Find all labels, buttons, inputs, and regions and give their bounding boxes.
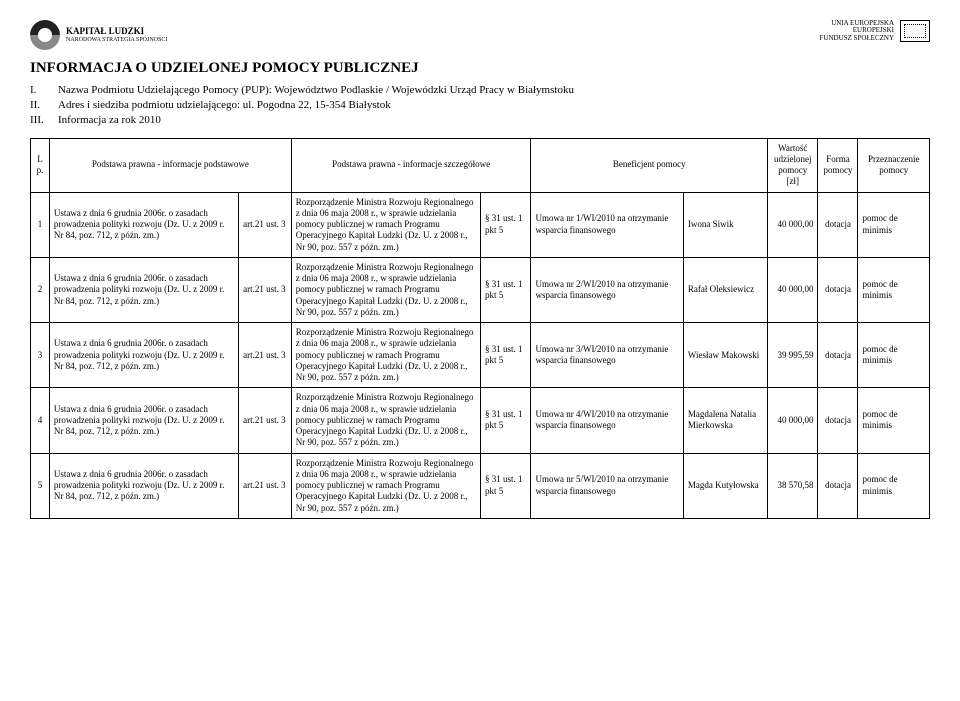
cell-law-detail: Rozporządzenie Ministra Rozwoju Regional… (291, 192, 480, 257)
cell-pkt: § 31 ust. 1 pkt 5 (481, 453, 531, 518)
cell-art: art.21 ust. 3 (239, 323, 292, 388)
intro-list: I. Nazwa Podmiotu Udzielającego Pomocy (… (30, 83, 930, 128)
cell-pkt: § 31 ust. 1 pkt 5 (481, 257, 531, 322)
cell-art: art.21 ust. 3 (239, 257, 292, 322)
th-detail: Podstawa prawna - informacje szczegółowe (291, 138, 531, 192)
cell-benef: Umowa nr 3/WI/2010 na otrzymanie wsparci… (531, 323, 683, 388)
logo-left-line1: KAPITAŁ LUDZKI (66, 27, 167, 36)
kapital-ludzki-icon (30, 20, 60, 50)
intro-row: III. Informacja za rok 2010 (30, 113, 930, 128)
logo-left-line2: NARODOWA STRATEGIA SPÓJNOŚCI (66, 37, 167, 43)
table-row: 1Ustawa z dnia 6 grudnia 2006r. o zasada… (31, 192, 930, 257)
cell-form: dotacja (818, 388, 858, 453)
cell-dest: pomoc de minimis (858, 388, 930, 453)
cell-benef: Umowa nr 5/WI/2010 na otrzymanie wsparci… (531, 453, 683, 518)
th-dest: Przeznaczenie pomocy (858, 138, 930, 192)
cell-law-basic: Ustawa z dnia 6 grudnia 2006r. o zasadac… (49, 453, 238, 518)
cell-form: dotacja (818, 453, 858, 518)
cell-law-detail: Rozporządzenie Ministra Rozwoju Regional… (291, 453, 480, 518)
cell-lp: 1 (31, 192, 50, 257)
table-body: 1Ustawa z dnia 6 grudnia 2006r. o zasada… (31, 192, 930, 518)
cell-dest: pomoc de minimis (858, 453, 930, 518)
th-form: Forma pomocy (818, 138, 858, 192)
cell-form: dotacja (818, 257, 858, 322)
cell-form: dotacja (818, 192, 858, 257)
logo-bar: KAPITAŁ LUDZKI NARODOWA STRATEGIA SPÓJNO… (30, 20, 930, 50)
cell-lp: 4 (31, 388, 50, 453)
table-row: 4Ustawa z dnia 6 grudnia 2006r. o zasada… (31, 388, 930, 453)
intro-text: Adres i siedziba podmiotu udzielającego:… (58, 98, 391, 113)
cell-name: Magda Kutyłowska (683, 453, 767, 518)
cell-benef: Umowa nr 4/WI/2010 na otrzymanie wsparci… (531, 388, 683, 453)
cell-benef: Umowa nr 2/WI/2010 na otrzymanie wsparci… (531, 257, 683, 322)
intro-text: Nazwa Podmiotu Udzielającego Pomocy (PUP… (58, 83, 574, 98)
logo-right-line3: FUNDUSZ SPOŁECZNY (820, 35, 894, 42)
intro-text: Informacja za rok 2010 (58, 113, 161, 128)
cell-name: Rafał Oleksiewicz (683, 257, 767, 322)
table-row: 3Ustawa z dnia 6 grudnia 2006r. o zasada… (31, 323, 930, 388)
cell-law-basic: Ustawa z dnia 6 grudnia 2006r. o zasadac… (49, 257, 238, 322)
cell-law-detail: Rozporządzenie Ministra Rozwoju Regional… (291, 323, 480, 388)
cell-dest: pomoc de minimis (858, 257, 930, 322)
cell-law-detail: Rozporządzenie Ministra Rozwoju Regional… (291, 388, 480, 453)
cell-val: 40 000,00 (768, 192, 818, 257)
intro-num: I. (30, 83, 52, 98)
intro-row: II. Adres i siedziba podmiotu udzielając… (30, 98, 930, 113)
cell-name: Magdalena Natalia Mierkowska (683, 388, 767, 453)
cell-lp: 5 (31, 453, 50, 518)
cell-benef: Umowa nr 1/WI/2010 na otrzymanie wsparci… (531, 192, 683, 257)
data-table: Lp. Podstawa prawna - informacje podstaw… (30, 138, 930, 519)
cell-val: 40 000,00 (768, 257, 818, 322)
logo-left: KAPITAŁ LUDZKI NARODOWA STRATEGIA SPÓJNO… (30, 20, 167, 50)
eu-flag-icon (900, 20, 930, 42)
intro-row: I. Nazwa Podmiotu Udzielającego Pomocy (… (30, 83, 930, 98)
cell-name: Iwona Siwik (683, 192, 767, 257)
page-title: INFORMACJA O UDZIELONEJ POMOCY PUBLICZNE… (30, 60, 930, 77)
th-lp: Lp. (31, 138, 50, 192)
cell-pkt: § 31 ust. 1 pkt 5 (481, 192, 531, 257)
cell-lp: 2 (31, 257, 50, 322)
cell-lp: 3 (31, 323, 50, 388)
th-benef: Beneficjent pomocy (531, 138, 768, 192)
cell-law-basic: Ustawa z dnia 6 grudnia 2006r. o zasadac… (49, 323, 238, 388)
logo-right: UNIA EUROPEJSKA EUROPEJSKI FUNDUSZ SPOŁE… (820, 20, 930, 42)
cell-art: art.21 ust. 3 (239, 453, 292, 518)
table-row: 2Ustawa z dnia 6 grudnia 2006r. o zasada… (31, 257, 930, 322)
th-value: Wartość udzielonej pomocy [zł] (768, 138, 818, 192)
cell-val: 38 570,58 (768, 453, 818, 518)
cell-pkt: § 31 ust. 1 pkt 5 (481, 323, 531, 388)
cell-dest: pomoc de minimis (858, 192, 930, 257)
cell-form: dotacja (818, 323, 858, 388)
cell-val: 39 995,59 (768, 323, 818, 388)
intro-num: III. (30, 113, 52, 128)
intro-num: II. (30, 98, 52, 113)
cell-name: Wiesław Makowski (683, 323, 767, 388)
table-row: 5Ustawa z dnia 6 grudnia 2006r. o zasada… (31, 453, 930, 518)
cell-law-basic: Ustawa z dnia 6 grudnia 2006r. o zasadac… (49, 388, 238, 453)
cell-art: art.21 ust. 3 (239, 388, 292, 453)
cell-pkt: § 31 ust. 1 pkt 5 (481, 388, 531, 453)
cell-dest: pomoc de minimis (858, 323, 930, 388)
th-basic: Podstawa prawna - informacje podstawowe (49, 138, 291, 192)
cell-art: art.21 ust. 3 (239, 192, 292, 257)
table-header-row: Lp. Podstawa prawna - informacje podstaw… (31, 138, 930, 192)
cell-val: 40 000,00 (768, 388, 818, 453)
cell-law-basic: Ustawa z dnia 6 grudnia 2006r. o zasadac… (49, 192, 238, 257)
cell-law-detail: Rozporządzenie Ministra Rozwoju Regional… (291, 257, 480, 322)
